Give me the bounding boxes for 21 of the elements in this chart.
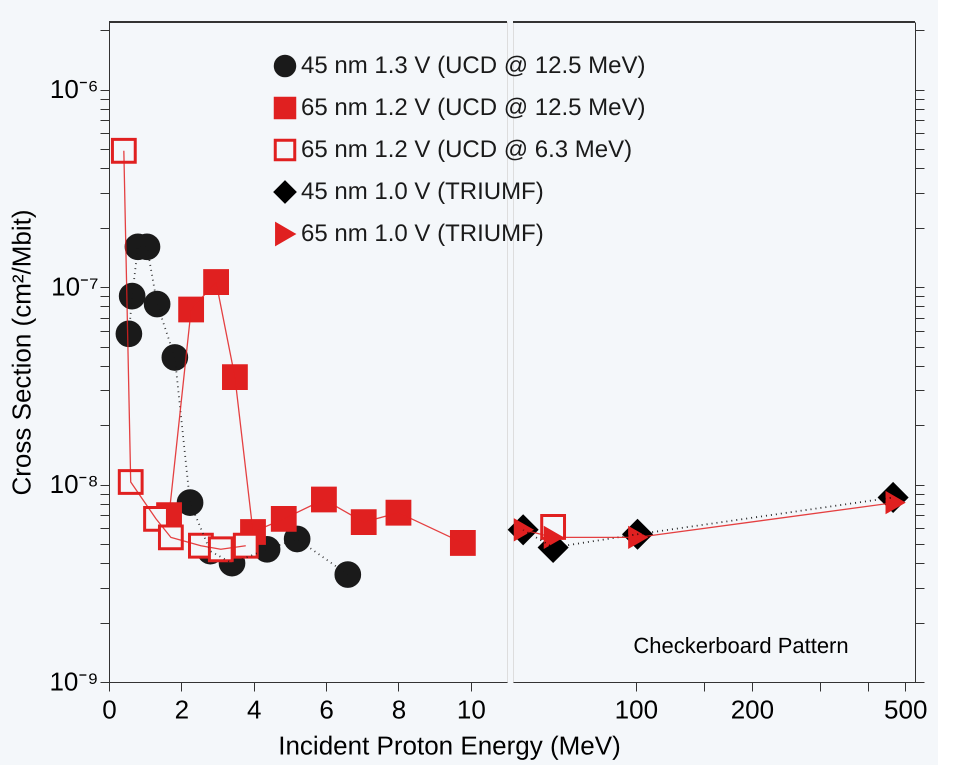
y-tick-label: 10⁻⁹ [49,666,98,696]
legend-label: 45 nm 1.3 V (UCD @ 12.5 MeV) [301,52,646,79]
annotation: Checkerboard Pattern [633,633,849,658]
y-tick-label: 10⁻⁸ [50,469,98,500]
x-tick-label: 200 [730,694,774,724]
y-tick-label: 10⁻⁶ [50,74,98,104]
x-tick-label: 0 [102,694,117,724]
legend-label: 65 nm 1.2 V (UCD @ 6.3 MeV) [301,136,632,163]
x-tick-label: 10 [456,694,486,724]
x-tick-label: 8 [392,694,406,724]
y-axis-title: Cross Section (cm²/Mbit) [6,209,36,496]
x-tick-label: 6 [319,694,334,724]
legend-label: 65 nm 1.0 V (TRIUMF) [301,220,544,247]
legend-label: 65 nm 1.2 V (UCD @ 12.5 MeV) [301,94,646,121]
x-tick-label: 500 [884,694,928,724]
x-tick-label: 4 [246,694,262,724]
y-tick-label: 10⁻⁷ [51,272,98,302]
x-tick-label: 2 [174,694,190,724]
legend-label: 45 nm 1.0 V (TRIUMF) [301,178,544,205]
x-axis-title: Incident Proton Energy (MeV) [278,730,621,760]
x-tick-label: 100 [614,694,658,724]
